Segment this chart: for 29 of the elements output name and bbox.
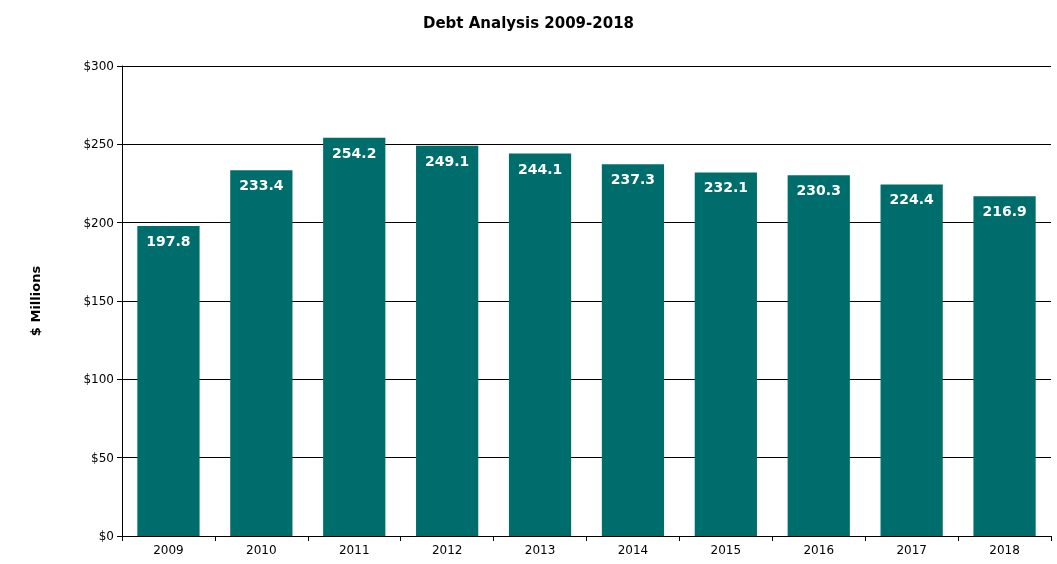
data-label: 249.1 [425,152,470,169]
data-label: 197.8 [146,233,191,250]
y-tick-label: $150 [83,294,114,308]
x-tick-label: 2015 [710,543,742,557]
x-tick-label: 2010 [246,543,277,557]
data-label: 254.2 [332,144,377,161]
data-label: 237.3 [610,171,656,188]
y-tick-label: $100 [83,372,114,387]
data-label: 232.1 [703,179,748,196]
x-tick-label: 2013 [524,543,556,557]
data-label: 244.1 [517,160,563,177]
x-tick-label: 2018 [989,543,1020,557]
chart-title: Debt Analysis 2009-2018 [422,13,635,32]
data-label: 224.4 [889,191,935,208]
y-tick-label: $50 [91,450,114,465]
x-tick-label: 2011 [338,543,370,557]
x-tick-label: 2012 [431,543,463,557]
x-tick-label: 2016 [803,543,835,557]
data-label: 233.4 [239,177,284,194]
data-label: 216.9 [982,203,1027,220]
data-label: 230.3 [796,182,841,199]
y-tick-label: $200 [83,215,114,230]
y-axis-title: $ Millions [28,265,43,337]
y-tick-label: $0 [98,529,114,543]
y-tick-label: $300 [83,59,114,73]
x-tick-label: 2009 [153,543,184,557]
x-tick-label: 2017 [896,543,927,557]
y-tick-label: $250 [83,137,114,152]
x-tick-label: 2014 [617,543,649,557]
